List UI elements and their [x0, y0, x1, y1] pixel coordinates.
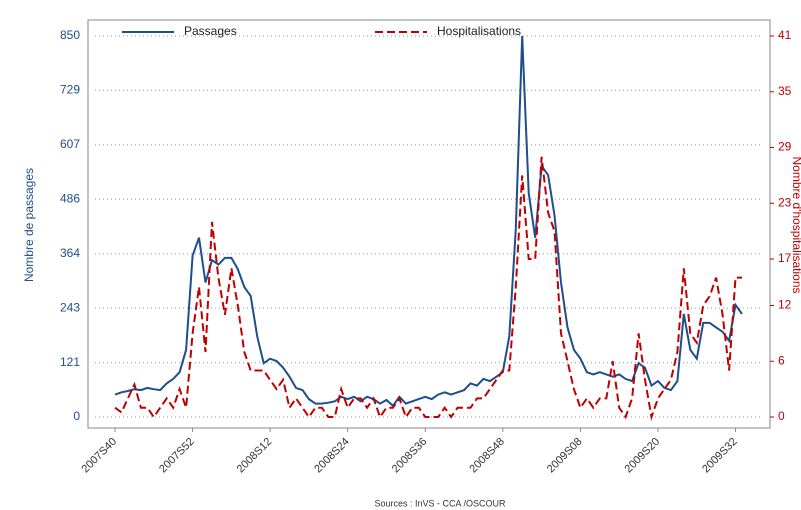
y2-tick-label: 29	[778, 140, 792, 154]
x-tick-label: 2007S40	[80, 436, 120, 476]
source-note: Sources : InVS - CCA /OSCOUR	[374, 498, 506, 508]
y2-tick-label: 12	[778, 298, 792, 312]
legend-label: Passages	[184, 24, 237, 38]
y2-tick-label: 23	[778, 195, 792, 209]
y2-tick-label: 17	[778, 251, 792, 265]
y-tick-label: 607	[60, 137, 80, 151]
series-line	[114, 156, 742, 421]
y-axis-label: Nombre de passages	[22, 168, 36, 282]
y2-tick-label: 6	[778, 353, 785, 367]
y2-tick-label: 35	[778, 84, 792, 98]
y-tick-label: 243	[60, 300, 80, 314]
x-tick-label: 2008S24	[312, 436, 352, 476]
plot-frame	[87, 19, 771, 429]
y2-tick-label: 41	[778, 28, 792, 42]
series-line	[114, 35, 743, 408]
x-tick-label: 2007S52	[157, 436, 197, 476]
x-tick-label: 2009S20	[623, 436, 663, 476]
y-tick-label: 121	[60, 355, 80, 369]
y2-tick-label: 0	[778, 409, 785, 423]
x-tick-label: 2008S36	[390, 436, 430, 476]
y2-axis-label: Nombre d'hospitalisations	[790, 156, 801, 293]
legend-label: Hospitalisations	[437, 24, 521, 38]
y-tick-label: 486	[60, 191, 80, 205]
y-tick-label: 850	[60, 28, 80, 42]
x-tick-label: 2009S08	[545, 436, 585, 476]
y-tick-label: 729	[60, 82, 80, 96]
y-tick-label: 0	[73, 409, 80, 423]
x-tick-label: 2008S12	[235, 436, 275, 476]
x-tick-label: 2008S48	[467, 436, 507, 476]
x-tick-label: 2009S32	[700, 436, 740, 476]
y-tick-label: 364	[60, 246, 80, 260]
